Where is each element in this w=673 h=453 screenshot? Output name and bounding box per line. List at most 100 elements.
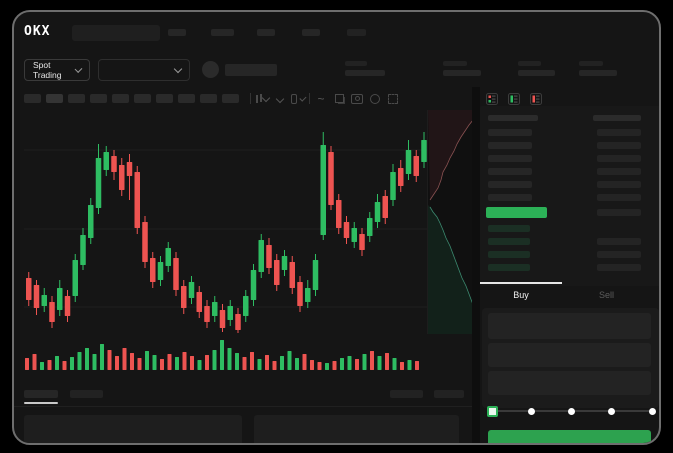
nav-item-placeholder[interactable] [347,29,366,36]
nav-item-placeholder[interactable] [257,29,275,36]
price-input[interactable] [488,313,651,339]
panel-action-placeholder[interactable] [390,390,423,398]
slider-stop[interactable] [648,407,656,415]
bid-dot [488,100,491,103]
candle [266,245,272,268]
bid-price-placeholder[interactable] [488,251,530,258]
slider-handle[interactable] [486,406,498,417]
candle [281,256,288,270]
slider-stop[interactable] [527,407,535,415]
nav-item-placeholder[interactable] [211,29,234,36]
history-tab-placeholder[interactable] [70,390,103,398]
orders-tab-placeholder[interactable] [24,390,58,398]
tab-sell[interactable]: Sell [598,290,614,300]
amount-input[interactable] [488,343,651,367]
volume-bar [145,351,149,370]
timeframe-button[interactable] [222,94,239,103]
depth-ask-line [429,112,480,201]
timeframe-button[interactable] [178,94,195,103]
screenshot-camera-icon[interactable] [350,93,364,105]
indicators-wave-icon[interactable]: ~ [317,91,325,106]
orders-list-placeholder [254,415,459,443]
market-type-dropdown[interactable]: Spot Trading [24,59,90,81]
slider-stop[interactable] [608,407,616,415]
toggle-line [514,98,518,100]
candle [227,306,233,320]
bids-only-toggle-icon[interactable] [508,92,520,110]
panel-action-placeholder[interactable] [434,390,464,398]
toggle-line [536,95,540,97]
nav-item-placeholder[interactable] [302,29,320,36]
divider [309,93,310,104]
timeframe-button[interactable] [200,94,217,103]
timeframe-button[interactable] [90,94,107,103]
compare-layers-icon[interactable] [332,93,346,105]
tab-buy[interactable]: Buy [513,290,529,300]
pair-dropdown[interactable] [98,59,190,81]
bid-price-placeholder[interactable] [488,264,530,271]
timeframe-button[interactable] [134,94,151,103]
ask-price-placeholder[interactable] [488,155,532,162]
slider-stop[interactable] [568,407,575,415]
ask-price-placeholder[interactable] [488,194,532,201]
volume-bar [280,356,284,370]
ask-price-placeholder[interactable] [488,129,532,136]
candle [305,288,311,302]
fullscreen-icon[interactable] [386,93,400,105]
timeframe-button[interactable] [156,94,173,103]
candle [80,235,86,265]
timeframe-button[interactable] [112,94,129,103]
orderbook-view-toggles [486,92,542,110]
bid-price-placeholder[interactable] [488,238,530,245]
candle [235,314,241,330]
chevron-down-icon [74,65,83,73]
app-window: OKX Spot Trading ~ [12,10,661,445]
volume-bar [47,360,52,370]
settings-icon[interactable] [368,93,382,105]
candle [382,196,388,218]
interval-candles-icon[interactable] [255,93,270,105]
volume-bar [62,361,67,370]
ask-price-placeholder[interactable] [488,142,532,149]
candle [320,145,326,235]
volume-bar [250,352,254,370]
candle [212,302,218,316]
coin-avatar [202,61,219,78]
toggle-line [492,101,496,103]
depth-bid-area [428,205,480,334]
volume-bar [107,350,112,370]
timeframe-button[interactable] [68,94,85,103]
candlestick-chart[interactable] [24,110,427,334]
volume-bar [265,355,269,370]
buy-submit-button[interactable] [488,430,651,443]
stat-block [443,61,481,76]
search-input[interactable] [72,25,160,41]
chevron-down-icon[interactable] [273,93,287,105]
volume-bar [347,356,352,370]
chart-style-icon[interactable] [291,93,307,105]
toggle-frame [486,93,498,105]
ask-amount-placeholder [597,194,641,201]
ask-price-placeholder[interactable] [488,181,532,188]
combined-book-toggle-icon[interactable] [486,92,498,110]
stat-label-placeholder [345,61,367,66]
timeframe-button[interactable] [46,94,63,103]
asks-only-toggle-icon[interactable] [530,92,542,110]
volume-bar [205,355,209,370]
last-price-highlight[interactable] [486,207,547,218]
volume-bar [100,344,104,370]
volume-bar [362,354,367,370]
timeframe-button[interactable] [24,94,41,103]
stat-value-placeholder [518,70,555,76]
volume-bar [55,356,59,370]
chevron-down-icon [173,64,183,74]
ask-price-placeholder[interactable] [488,168,532,175]
bid-price-placeholder[interactable] [488,225,530,232]
volume-bar [242,357,247,370]
okx-logo[interactable]: OKX [24,24,51,39]
volume-bar [392,358,397,370]
candle [103,152,109,170]
candle [119,165,125,190]
nav-item-placeholder[interactable] [168,29,186,36]
total-input[interactable] [488,371,651,395]
